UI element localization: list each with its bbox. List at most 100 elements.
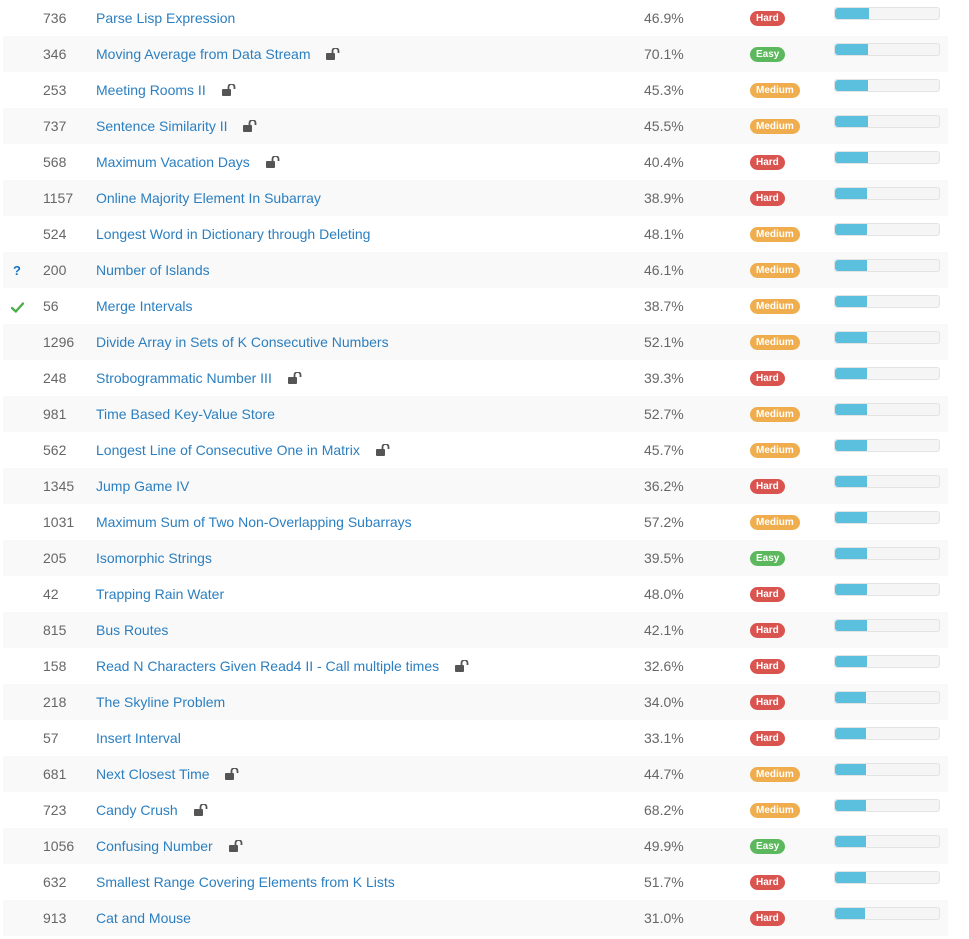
problem-title-link[interactable]: Isomorphic Strings [96, 550, 212, 566]
frequency-bar-fill [835, 296, 868, 307]
acceptance-rate: 52.7% [644, 406, 684, 422]
frequency-bar-fill [835, 548, 868, 559]
frequency-bar-fill [835, 188, 868, 199]
problem-title-link[interactable]: Strobogrammatic Number III [96, 370, 272, 386]
frequency-bar-fill [835, 908, 866, 919]
problem-title-link[interactable]: Meeting Rooms II [96, 82, 206, 98]
problem-title-link[interactable]: Sentence Similarity II [96, 118, 228, 134]
status-cell [3, 900, 31, 936]
problem-row: 1031 Maximum Sum of Two Non-Overlapping … [3, 504, 948, 540]
frequency-bar [834, 907, 940, 920]
title-cell: Next Closest Time [96, 756, 616, 792]
status-cell [3, 792, 31, 828]
frequency-cell [834, 0, 940, 36]
difficulty-cell: Hard [750, 360, 820, 396]
difficulty-cell: Medium [750, 432, 820, 468]
problem-id: 253 [43, 82, 67, 98]
acceptance-rate: 51.7% [644, 874, 684, 890]
problem-title-link[interactable]: Bus Routes [96, 622, 169, 638]
difficulty-cell: Medium [750, 108, 820, 144]
problem-id: 723 [43, 802, 67, 818]
frequency-bar [834, 259, 940, 272]
difficulty-badge: Medium [750, 335, 800, 351]
acceptance-rate: 34.0% [644, 694, 684, 710]
frequency-bar [834, 403, 940, 416]
problem-id: 632 [43, 874, 67, 890]
problem-title-link[interactable]: Merge Intervals [96, 298, 193, 314]
problem-title-link[interactable]: Time Based Key-Value Store [96, 406, 275, 422]
problem-title-link[interactable]: Read N Characters Given Read4 II - Call … [96, 658, 440, 674]
problem-id: 681 [43, 766, 67, 782]
status-cell [3, 360, 31, 396]
problem-row: 1296 Divide Array in Sets of K Consecuti… [3, 324, 948, 360]
difficulty-cell: Hard [750, 144, 820, 180]
frequency-cell [834, 828, 940, 864]
status-cell [3, 36, 31, 72]
problem-title-link[interactable]: Smallest Range Covering Elements from K … [96, 874, 395, 890]
problem-row: 913 Cat and Mouse 31.0% Hard [3, 900, 948, 936]
problem-title-link[interactable]: Maximum Vacation Days [96, 154, 250, 170]
acceptance-rate: 40.4% [644, 154, 684, 170]
status-cell [3, 648, 31, 684]
problem-title-link[interactable]: Online Majority Element In Subarray [96, 190, 321, 206]
problem-row: 1157 Online Majority Element In Subarray… [3, 180, 948, 216]
acceptance-rate: 48.0% [644, 586, 684, 602]
problem-title-link[interactable]: Insert Interval [96, 730, 181, 746]
frequency-bar [834, 151, 940, 164]
difficulty-badge: Medium [750, 767, 800, 783]
problem-title-link[interactable]: Longest Line of Consecutive One in Matri… [96, 442, 360, 458]
unlock-icon [225, 768, 239, 780]
difficulty-badge: Hard [750, 155, 785, 171]
problem-title-link[interactable]: Number of Islands [96, 262, 210, 278]
difficulty-cell: Hard [750, 180, 820, 216]
difficulty-badge: Medium [750, 263, 800, 279]
difficulty-cell: Hard [750, 468, 820, 504]
title-cell: Moving Average from Data Stream [96, 36, 616, 72]
difficulty-badge: Hard [750, 731, 785, 747]
title-cell: Parse Lisp Expression [96, 0, 616, 36]
acceptance-rate: 39.5% [644, 550, 684, 566]
problem-title-link[interactable]: Moving Average from Data Stream [96, 46, 311, 62]
frequency-cell [834, 720, 940, 756]
problem-title-link[interactable]: Cat and Mouse [96, 910, 191, 926]
problem-id: 1157 [43, 190, 74, 206]
problem-title-link[interactable]: Jump Game IV [96, 478, 190, 494]
frequency-cell [834, 504, 940, 540]
acceptance-rate: 46.9% [644, 10, 684, 26]
problem-title-link[interactable]: Next Closest Time [96, 766, 210, 782]
title-cell: Online Majority Element In Subarray [96, 180, 616, 216]
difficulty-badge: Hard [750, 587, 785, 603]
problem-id: 56 [43, 298, 59, 314]
status-cell [3, 720, 31, 756]
problem-title-link[interactable]: Divide Array in Sets of K Consecutive Nu… [96, 334, 389, 350]
frequency-bar-fill [835, 512, 868, 523]
difficulty-badge: Medium [750, 119, 800, 135]
title-cell: Longest Word in Dictionary through Delet… [96, 216, 616, 252]
problem-title-link[interactable]: Candy Crush [96, 802, 178, 818]
frequency-cell [834, 432, 940, 468]
difficulty-badge: Hard [750, 911, 785, 927]
problem-row: 815 Bus Routes 42.1% Hard [3, 612, 948, 648]
frequency-bar-fill [835, 620, 868, 631]
frequency-bar-fill [835, 8, 870, 19]
status-cell [3, 468, 31, 504]
problem-title-link[interactable]: The Skyline Problem [96, 694, 226, 710]
frequency-cell [834, 252, 940, 288]
problem-title-link[interactable]: Confusing Number [96, 838, 213, 854]
status-cell [3, 288, 31, 324]
difficulty-badge: Medium [750, 407, 800, 423]
problem-title-link[interactable]: Parse Lisp Expression [96, 10, 236, 26]
problem-row: 205 Isomorphic Strings 39.5% Easy [3, 540, 948, 576]
status-cell [3, 864, 31, 900]
frequency-cell [834, 540, 940, 576]
problem-title-link[interactable]: Trapping Rain Water [96, 586, 225, 602]
title-cell: Isomorphic Strings [96, 540, 616, 576]
frequency-cell [834, 108, 940, 144]
acceptance-rate: 45.5% [644, 118, 684, 134]
problem-id: 913 [43, 910, 67, 926]
problem-title-link[interactable]: Longest Word in Dictionary through Delet… [96, 226, 371, 242]
problem-id: 524 [43, 226, 67, 242]
problem-id: 42 [43, 586, 59, 602]
problem-title-link[interactable]: Maximum Sum of Two Non-Overlapping Subar… [96, 514, 412, 530]
frequency-bar [834, 295, 940, 308]
